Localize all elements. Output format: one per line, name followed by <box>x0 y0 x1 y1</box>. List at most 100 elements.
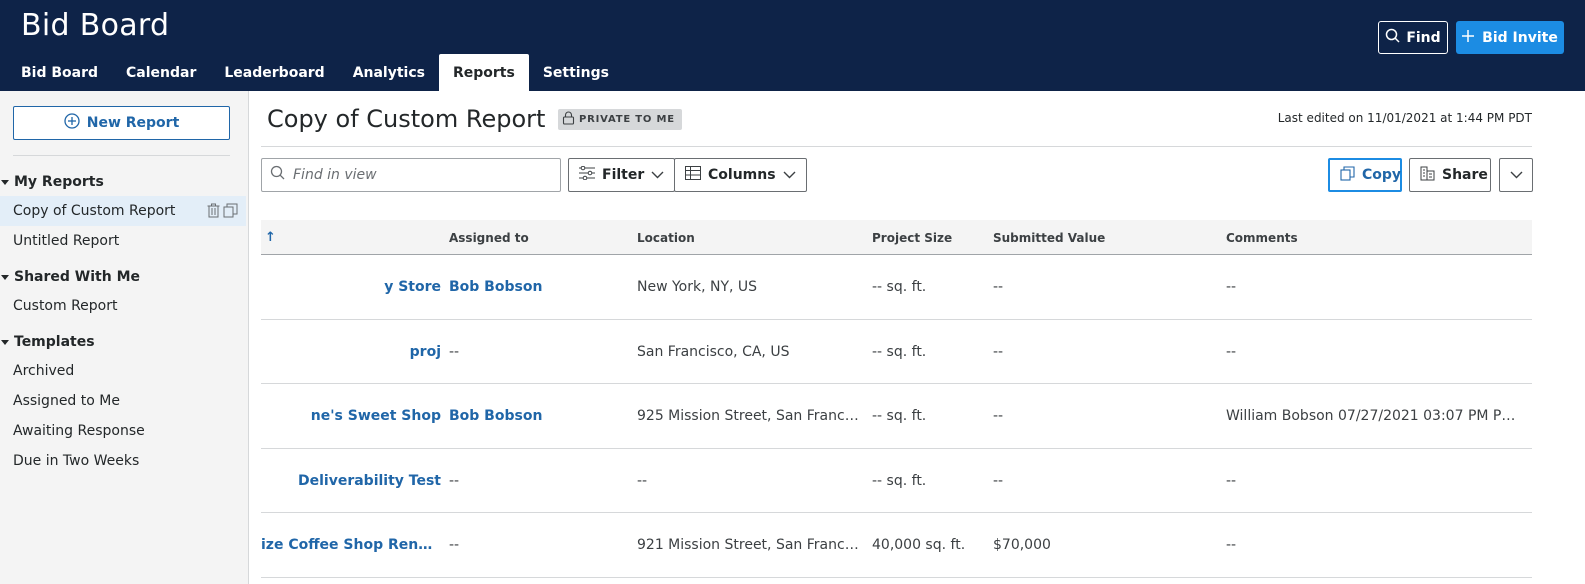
section-title: My Reports <box>14 174 104 190</box>
assignee-link[interactable]: Bob Bobson <box>449 408 543 424</box>
project-name-link[interactable]: y Store <box>384 279 441 295</box>
sidebar-item-assigned-to-me[interactable]: Assigned to Me <box>0 386 246 416</box>
location-cell: San Francisco, CA, US <box>637 343 790 360</box>
comments-cell: -- <box>1226 537 1237 553</box>
copy-button[interactable]: Copy <box>1328 158 1402 192</box>
table-row[interactable]: ize Coffee Shop Renovati... -- 921 Missi… <box>261 513 1532 578</box>
project-size-cell: -- sq. ft. <box>872 279 927 295</box>
sidebar-item-label: Archived <box>13 363 75 379</box>
caret-down-icon <box>1 274 9 280</box>
sidebar-item-label: Awaiting Response <box>13 423 145 439</box>
project-size-cell: -- sq. ft. <box>872 408 927 424</box>
assignee-cell: -- <box>449 472 460 489</box>
copy-label: Copy <box>1362 167 1402 183</box>
sidebar-item-label: Custom Report <box>13 298 118 314</box>
comments-cell: William Bobson 07/27/2021 03:07 PM PDT: … <box>1226 408 1526 424</box>
report-table: ↑ Assigned to Location Project Size Subm… <box>261 220 1532 578</box>
sidebar-item-copy-of-custom-report[interactable]: Copy of Custom Report <box>0 196 246 226</box>
columns-label: Columns <box>708 167 776 183</box>
tab-analytics[interactable]: Analytics <box>352 64 425 81</box>
page-title: Copy of Custom Report <box>267 105 546 133</box>
location-cell: 925 Mission Street, San Francisc... <box>637 408 862 424</box>
comments-cell: -- <box>1226 343 1237 360</box>
sidebar-item-due-in-two-weeks[interactable]: Due in Two Weeks <box>0 446 246 476</box>
sidebar-item-label: Due in Two Weeks <box>13 453 140 469</box>
section-title: Shared With Me <box>14 269 140 285</box>
table-row[interactable]: y Store Bob Bobson New York, NY, US -- s… <box>261 255 1532 320</box>
table-row[interactable]: proj -- San Francisco, CA, US -- sq. ft.… <box>261 320 1532 384</box>
find-in-view-input[interactable] <box>293 167 543 183</box>
tab-calendar[interactable]: Calendar <box>126 64 197 81</box>
new-report-label: New Report <box>86 115 180 131</box>
project-size-cell: 40,000 sq. ft. <box>872 537 966 553</box>
find-button[interactable]: Find <box>1378 21 1448 54</box>
table-row[interactable]: ne's Sweet Shop Bob Bobson 925 Mission S… <box>261 384 1532 449</box>
sliders-icon <box>579 165 595 184</box>
tab-settings[interactable]: Settings <box>542 64 609 81</box>
column-header-project-size[interactable]: Project Size <box>872 230 953 245</box>
sidebar-item-archived[interactable]: Archived <box>0 356 246 386</box>
column-header-comments[interactable]: Comments <box>1226 230 1298 245</box>
sidebar-item-untitled-report[interactable]: Untitled Report <box>0 226 246 256</box>
project-size-cell: -- sq. ft. <box>872 343 927 360</box>
report-main: Copy of Custom Report PRIVATE TO ME Last… <box>249 91 1585 584</box>
assignee-cell: -- <box>449 343 460 360</box>
columns-button[interactable]: Columns <box>674 158 807 192</box>
reports-sidebar: New Report My Reports Copy of Custom Rep… <box>0 91 249 584</box>
title-divider <box>261 146 1532 147</box>
find-button-label: Find <box>1406 29 1441 46</box>
share-button[interactable]: Share <box>1409 158 1491 192</box>
top-header: Bid Board Bid Board Calendar Leaderboard… <box>0 0 1585 91</box>
app-title: Bid Board <box>21 8 170 43</box>
chevron-down-icon <box>783 167 796 183</box>
building-share-icon <box>1420 166 1435 185</box>
tab-bid-board[interactable]: Bid Board <box>21 64 99 81</box>
location-cell: 921 Mission Street, San Francisc... <box>637 537 862 553</box>
section-templates[interactable]: Templates <box>0 332 95 352</box>
more-options-dropdown[interactable] <box>1499 158 1533 192</box>
plus-circle-icon <box>64 113 80 133</box>
project-name-link[interactable]: ne's Sweet Shop <box>310 408 441 424</box>
caret-down-icon <box>1 179 9 185</box>
location-cell: -- <box>637 472 648 489</box>
column-header-location[interactable]: Location <box>637 230 695 245</box>
table-header: ↑ Assigned to Location Project Size Subm… <box>261 220 1532 255</box>
sidebar-item-awaiting-response[interactable]: Awaiting Response <box>0 416 246 446</box>
share-label: Share <box>1442 167 1488 183</box>
tab-reports[interactable]: Reports <box>438 54 529 91</box>
sidebar-item-label: Untitled Report <box>13 233 120 249</box>
project-name-link[interactable]: proj <box>409 343 441 360</box>
section-shared-with-me[interactable]: Shared With Me <box>0 267 140 287</box>
assignee-link[interactable]: Bob Bobson <box>449 279 543 295</box>
duplicate-icon <box>1340 165 1355 185</box>
filter-label: Filter <box>602 167 645 183</box>
location-cell: New York, NY, US <box>637 279 758 295</box>
project-name-link[interactable]: Deliverability Test <box>297 472 441 489</box>
sidebar-item-custom-report[interactable]: Custom Report <box>0 291 246 321</box>
new-report-button[interactable]: New Report <box>13 106 230 140</box>
privacy-badge-label: PRIVATE TO ME <box>579 114 675 125</box>
comments-cell: -- <box>1226 472 1237 489</box>
section-title: Templates <box>14 334 95 350</box>
lock-icon <box>562 111 575 128</box>
table-columns-icon <box>685 166 701 184</box>
sidebar-item-label: Copy of Custom Report <box>13 203 176 219</box>
bid-invite-button[interactable]: Bid Invite <box>1456 21 1564 54</box>
tab-leaderboard[interactable]: Leaderboard <box>224 64 325 81</box>
assignee-cell: -- <box>449 537 460 553</box>
caret-down-icon <box>1 339 9 345</box>
table-row[interactable]: Deliverability Test -- -- -- sq. ft. -- … <box>261 449 1532 513</box>
search-icon <box>270 165 285 185</box>
project-name-link[interactable]: ize Coffee Shop Renovati... <box>261 537 441 553</box>
filter-button[interactable]: Filter <box>568 158 676 192</box>
sort-ascending-icon[interactable]: ↑ <box>265 230 276 245</box>
trash-icon[interactable] <box>207 203 220 222</box>
chevron-down-icon <box>1510 167 1523 183</box>
privacy-badge: PRIVATE TO ME <box>558 109 682 130</box>
section-my-reports[interactable]: My Reports <box>0 172 104 192</box>
duplicate-icon[interactable] <box>223 203 238 222</box>
search-icon <box>1385 28 1400 47</box>
sidebar-item-label: Assigned to Me <box>13 393 120 409</box>
column-header-submitted-value[interactable]: Submitted Value <box>993 230 1106 245</box>
column-header-assigned-to[interactable]: Assigned to <box>449 230 529 245</box>
